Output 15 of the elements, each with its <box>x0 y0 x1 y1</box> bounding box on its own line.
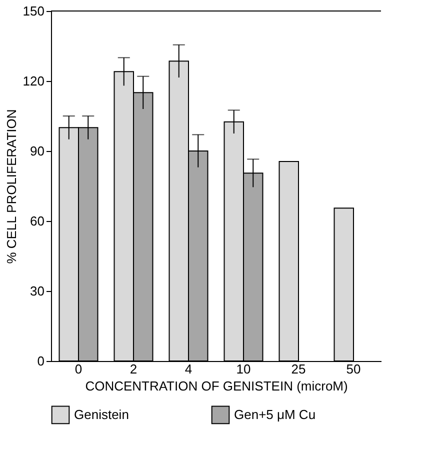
y-axis-title: % CELL PROLIFERATION <box>4 109 19 264</box>
y-tick-label: 90 <box>30 144 44 158</box>
y-tick-label: 30 <box>30 284 44 298</box>
x-tick-label: 10 <box>236 362 251 376</box>
x-tick-label: 50 <box>346 362 361 376</box>
y-tick-label: 60 <box>30 214 44 228</box>
y-tick-label: 120 <box>22 74 44 88</box>
x-tick-label: 0 <box>74 362 82 376</box>
y-tick-label: 150 <box>22 4 44 18</box>
x-tick-label: 25 <box>291 362 306 376</box>
x-tick-label: 4 <box>184 362 192 376</box>
x-axis-title: CONCENTRATION OF GENISTEIN (microM) <box>85 378 348 394</box>
legend-label: Gen+5 μM Cu <box>234 406 316 422</box>
legend-label: Genistein <box>74 406 129 422</box>
x-tick-label: 2 <box>130 362 138 376</box>
